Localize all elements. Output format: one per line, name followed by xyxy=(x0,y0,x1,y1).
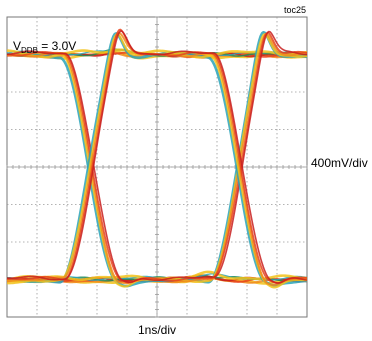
figure-tag: toc25 xyxy=(284,5,306,15)
plot-area xyxy=(6,16,308,318)
eye-trace xyxy=(6,30,308,284)
annotation-suffix: = 3.0V xyxy=(38,39,76,53)
grid-lines xyxy=(6,16,308,318)
x-scale-label: 1ns/div xyxy=(138,323,176,337)
annotation-subscript: DDB xyxy=(21,46,38,55)
annotation-prefix: V xyxy=(13,39,21,53)
eye-traces xyxy=(6,28,308,289)
supply-voltage-annotation: VDDB = 3.0V xyxy=(13,39,76,55)
y-scale-label: 400mV/div xyxy=(311,156,368,170)
eye-trace xyxy=(6,30,308,283)
